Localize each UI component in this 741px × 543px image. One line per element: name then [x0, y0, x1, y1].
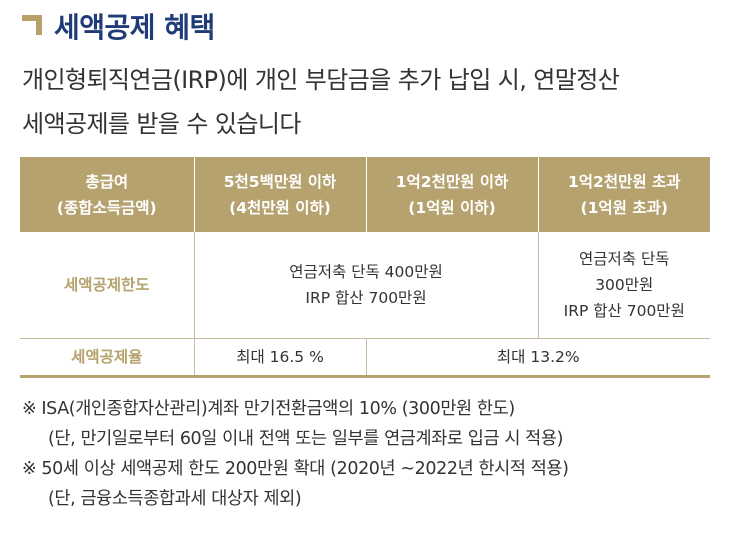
credit-rate-high-cell: 최대 13.2% [365, 338, 710, 377]
cell-line: 연금저축 단독 400만원 [289, 263, 443, 281]
corner-bracket-icon [22, 15, 44, 37]
footnotes: ※ ISA(개인종합자산관리)계좌 만기전환금액의 10% (300만원 한도)… [22, 394, 569, 514]
section-header: 세액공제 혜택 [22, 4, 215, 48]
header-line: 총급여 [85, 172, 129, 191]
column-header-bracket-1: 5천5백만원 이하 (4천만원 이하) [193, 157, 366, 232]
tax-credit-table: 총급여 (종합소득금액) 5천5백만원 이하 (4천만원 이하) 1억2천만원 … [20, 157, 710, 378]
header-line: 5천5백만원 이하 [223, 172, 337, 191]
cell-line: IRP 합산 700만원 [563, 302, 685, 320]
header-line: (1억원 이하) [408, 198, 496, 217]
credit-rate-low-cell: 최대 16.5 % [193, 338, 366, 377]
header-line: (종합소득금액) [56, 198, 157, 217]
footnote-detail: (단, 금융소득종합과세 대상자 제외) [48, 489, 302, 509]
footnote-detail: (단, 만기일로부터 60일 이내 전액 또는 일부를 연금계좌로 입금 시 적… [48, 429, 564, 449]
header-line: (1억원 초과) [580, 198, 668, 217]
table-row-credit-rate: 세액공제율 최대 16.5 % 최대 13.2% [20, 338, 710, 377]
cell-line: 연금저축 단독 [579, 250, 670, 268]
footnote: ※ ISA(개인종합자산관리)계좌 만기전환금액의 10% (300만원 한도) [22, 399, 515, 419]
row-header-credit-limit: 세액공제한도 [20, 232, 194, 339]
credit-limit-high-income-cell: 연금저축 단독 300만원 IRP 합산 700만원 [537, 232, 710, 339]
cell-line: IRP 합산 700만원 [305, 289, 427, 307]
page-title: 세액공제 혜택 [54, 11, 215, 44]
footnote: ※ 50세 이상 세액공제 한도 200만원 확대 (2020년 ~2022년 … [22, 459, 569, 479]
header-line: 1억2천만원 이하 [395, 172, 509, 191]
table-row-credit-limit: 세액공제한도 연금저축 단독 400만원 IRP 합산 700만원 연금저축 단… [20, 232, 710, 339]
table-header-row: 총급여 (종합소득금액) 5천5백만원 이하 (4천만원 이하) 1억2천만원 … [20, 157, 710, 232]
cell-line: 300만원 [595, 276, 654, 294]
header-line: 1억2천만원 초과 [567, 172, 681, 191]
column-header-bracket-3: 1억2천만원 초과 (1억원 초과) [537, 157, 710, 232]
column-header-total-salary: 총급여 (종합소득금액) [20, 157, 194, 232]
credit-limit-merged-cell: 연금저축 단독 400만원 IRP 합산 700만원 [193, 232, 538, 339]
header-line: (4천만원 이하) [229, 198, 331, 217]
intro-line: 개인형퇴직연금(IRP)에 개인 부담금을 추가 납입 시, 연말정산 [22, 66, 620, 94]
row-header-credit-rate: 세액공제율 [20, 338, 194, 377]
intro-text: 개인형퇴직연금(IRP)에 개인 부담금을 추가 납입 시, 연말정산 세액공제… [22, 58, 620, 146]
column-header-bracket-2: 1억2천만원 이하 (1억원 이하) [365, 157, 538, 232]
intro-line: 세액공제를 받을 수 있습니다 [22, 110, 301, 138]
